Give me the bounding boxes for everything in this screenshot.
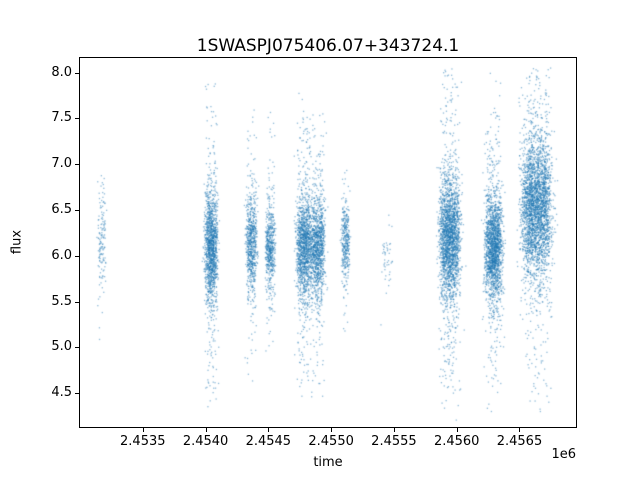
x-tick-label: 2.4545 <box>245 434 292 449</box>
y-axis-label: flux <box>9 229 25 255</box>
x-tick-mark <box>142 428 144 432</box>
x-tick-mark <box>205 428 207 432</box>
x-tick-mark <box>519 428 521 432</box>
y-tick-mark <box>75 164 79 166</box>
y-tick-label: 7.0 <box>51 156 72 172</box>
x-tick-label: 2.4535 <box>120 434 166 449</box>
y-tick-label: 6.5 <box>51 201 72 217</box>
x-tick-label: 2.4555 <box>371 434 417 449</box>
x-tick-label: 2.4550 <box>308 434 354 449</box>
x-axis-offset-label: 1e6 <box>551 447 576 462</box>
y-tick-mark <box>75 209 79 211</box>
x-axis-label: time <box>313 455 343 470</box>
y-tick-label: 6.0 <box>51 247 72 263</box>
y-tick-mark <box>75 72 79 74</box>
x-tick-mark <box>268 428 270 432</box>
y-tick-mark <box>75 347 79 349</box>
x-tick-mark <box>331 428 333 432</box>
x-tick-mark <box>393 428 395 432</box>
y-tick-label: 7.5 <box>51 110 72 126</box>
y-tick-label: 4.5 <box>51 385 72 401</box>
chart-title: 1SWASPJ075406.07+343724.1 <box>196 36 460 56</box>
y-tick-label: 5.0 <box>51 339 72 355</box>
y-tick-mark <box>75 255 79 257</box>
y-tick-label: 5.5 <box>51 293 72 309</box>
x-tick-mark <box>456 428 458 432</box>
scatter-points-canvas <box>80 58 576 427</box>
x-tick-label: 2.4565 <box>496 434 543 449</box>
x-tick-label: 2.4540 <box>182 434 229 449</box>
y-tick-label: 8.0 <box>51 64 72 80</box>
x-tick-label: 2.4560 <box>433 434 480 449</box>
y-tick-mark <box>75 118 79 120</box>
plot-area <box>79 57 577 428</box>
y-tick-mark <box>75 393 79 395</box>
y-tick-mark <box>75 301 79 303</box>
